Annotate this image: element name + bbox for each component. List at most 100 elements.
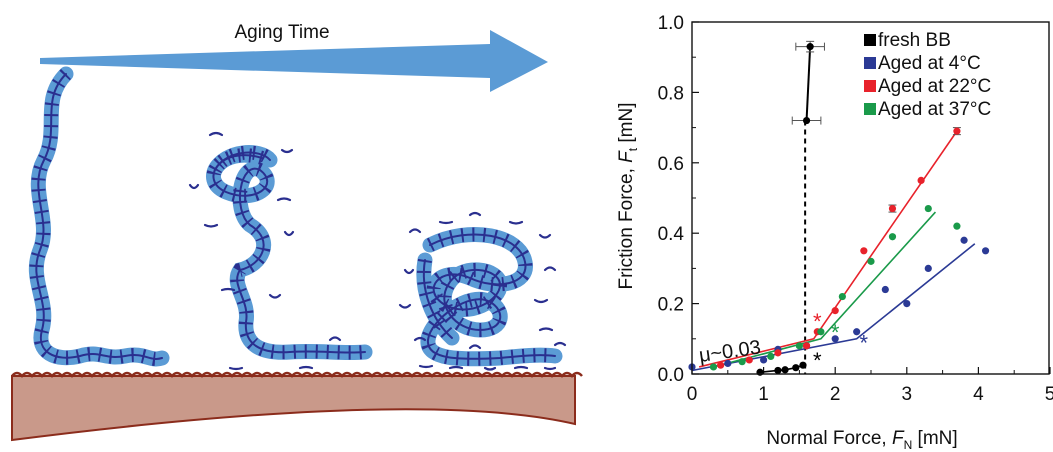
x-tick-label: 4 (973, 384, 984, 405)
critical-marker-fresh-bb: * (813, 348, 822, 373)
y-axis-label-unit: [mN] (616, 102, 637, 147)
point-aged-at-37-c (767, 352, 775, 360)
y-tick-label: 0.2 (658, 295, 684, 316)
free-side-chain (408, 228, 422, 234)
point-aged-at-4-c (960, 236, 968, 244)
point-fresh-bb (774, 366, 782, 375)
point-aged-at-37-c (738, 358, 746, 366)
point-aged-at-22-c (860, 247, 868, 255)
y-axis-label-main: Friction Force, (616, 163, 637, 290)
free-side-chain (438, 220, 454, 225)
free-side-chain (508, 220, 524, 225)
free-side-chain (208, 131, 224, 137)
x-tick-label: 0 (687, 384, 698, 405)
legend-swatch (864, 57, 876, 69)
point-aged-at-4-c (831, 335, 839, 343)
y-tick-label: 0.6 (658, 154, 684, 175)
point-aged-at-4-c (760, 356, 768, 364)
aging-time-arrow (40, 30, 548, 92)
substrate (11, 375, 576, 442)
x-axis-label-var: F (892, 428, 905, 449)
aging-time-label: Aging Time (234, 22, 329, 43)
free-side-chain (538, 327, 554, 332)
substrate-surface (11, 371, 583, 378)
free-side-chain (413, 336, 427, 342)
x-axis-label: Normal Force, FN [mN] (766, 428, 957, 452)
legend-swatch (864, 34, 876, 46)
x-tick-label: 3 (902, 384, 913, 405)
free-side-chain (543, 366, 557, 371)
point-fresh-bb (756, 368, 764, 376)
point-aged-at-4-c (903, 300, 911, 308)
y-axis-label-var: F (616, 150, 637, 163)
point-fresh-bb (781, 366, 789, 374)
free-side-chain (298, 365, 314, 370)
point-aged-at-22-c (802, 342, 811, 350)
axis-ticks (691, 21, 1051, 375)
legend-label: fresh BB (878, 30, 951, 51)
aged-bottlebrush (206, 145, 373, 361)
collapsed-bottlebrush (416, 227, 563, 367)
x-tick-labels: 0 1 2 3 4 5 (687, 384, 1053, 405)
free-side-chain (268, 293, 282, 299)
y-tick-label: 0.8 (658, 83, 684, 104)
free-side-chain (468, 211, 482, 217)
point-aged-at-4-c (853, 328, 861, 336)
free-side-chain (328, 336, 342, 342)
point-aged-at-22-c (831, 307, 839, 315)
free-side-chain (448, 365, 464, 370)
fresh-bottlebrush (28, 66, 170, 367)
free-side-chain (398, 303, 412, 309)
point-aged-at-22-c (888, 204, 897, 213)
free-side-chain (543, 266, 557, 272)
critical-marker-aged-at-4-c: * (860, 330, 869, 355)
point-aged-at-22-c (917, 176, 925, 184)
free-side-chain (280, 148, 294, 154)
critical-marker-aged-at-22-c: * (813, 309, 822, 334)
x-axis-label-main: Normal Force, (766, 428, 892, 449)
free-side-chain (220, 287, 236, 292)
plot-frame (691, 21, 1050, 375)
aging-schematic: Aging Time (11, 22, 583, 442)
free-side-chain (538, 233, 552, 239)
point-fresh-bb (792, 364, 800, 372)
connect-line-fresh-bb (805, 46, 812, 121)
y-tick-label: 1.0 (658, 13, 684, 34)
legend-swatch (864, 103, 876, 115)
x-axis-label-unit: [mN] (912, 428, 957, 449)
free-side-chain (228, 366, 244, 371)
point-aged-at-4-c (981, 247, 990, 255)
point-aged-at-37-c (888, 233, 897, 241)
legend-label: Aged at 22°C (878, 76, 991, 97)
free-side-chains (188, 131, 567, 371)
free-side-chain (513, 365, 529, 370)
free-side-chain (188, 183, 200, 190)
y-axis-label-sub: t (626, 147, 640, 151)
friction-chart: 0 1 2 3 4 5 0.0 0.2 0.4 0.6 0.8 1.0 * * * * μ~0.03 No… (616, 13, 1053, 452)
free-side-chain (203, 223, 219, 228)
point-aged-at-37-c (838, 292, 846, 301)
legend-label: Aged at 4°C (878, 53, 981, 74)
point-aged-at-22-c (745, 356, 753, 364)
point-aged-at-4-c (881, 285, 889, 294)
point-aged-at-4-c (724, 359, 732, 368)
point-aged-at-37-c (953, 222, 961, 230)
x-tick-label: 2 (830, 384, 841, 405)
free-side-chain (553, 341, 567, 347)
y-tick-label: 0.4 (658, 224, 685, 245)
point-aged-at-22-c (774, 349, 782, 357)
free-side-chain (403, 268, 415, 275)
free-side-chain (533, 298, 549, 304)
critical-markers: * * * * (813, 309, 869, 373)
free-side-chain (468, 344, 482, 350)
point-aged-at-37-c (867, 257, 875, 265)
point-aged-at-22-c (717, 361, 725, 369)
legend-label: Aged at 37°C (878, 99, 991, 120)
fit-line-aged-at-22-c (698, 130, 958, 368)
point-aged-at-37-c (709, 363, 718, 371)
y-tick-label: 0.0 (658, 365, 684, 386)
point-aged-at-37-c (817, 328, 825, 336)
data-points (688, 40, 990, 376)
free-side-chain (483, 366, 497, 371)
